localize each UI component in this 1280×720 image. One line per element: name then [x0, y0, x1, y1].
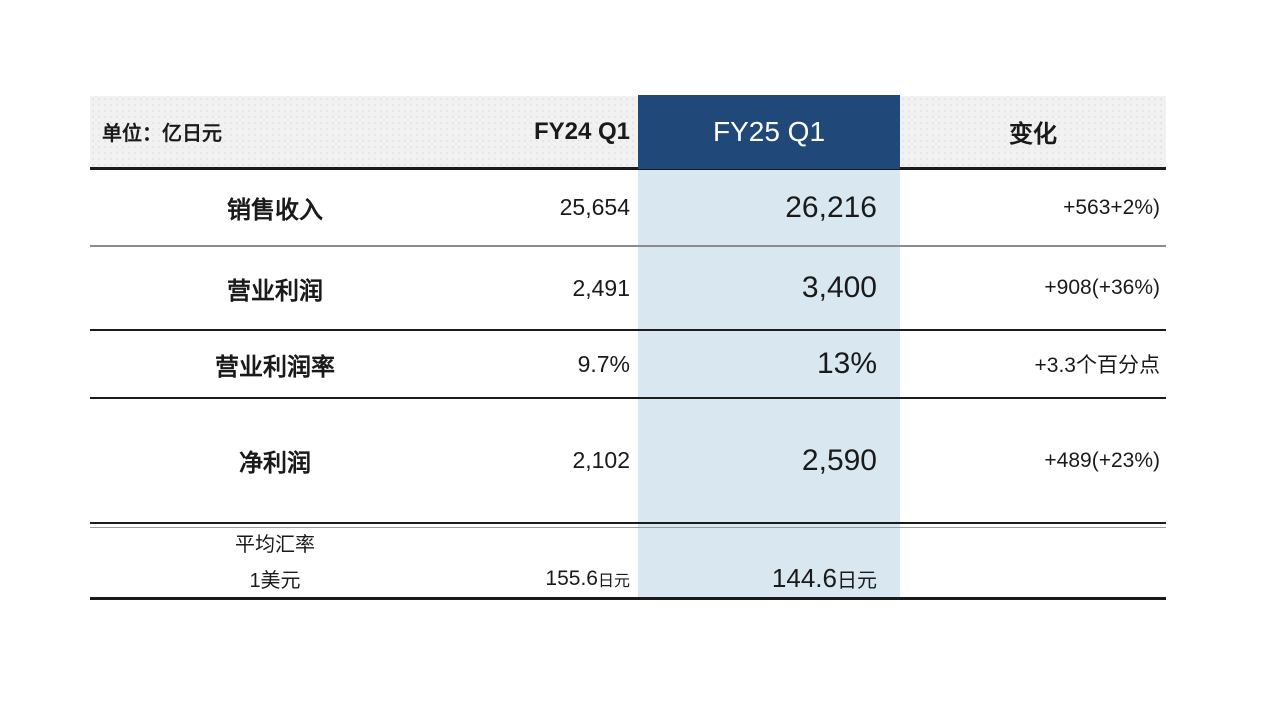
exchange-rate-fy24: 155.6 日元 [460, 561, 638, 598]
change-value: +563+2%) [1063, 195, 1160, 219]
fy25-highlight-column [638, 170, 900, 600]
row-label: 营业利润率 [215, 353, 335, 381]
column-header-fy24: FY24 Q1 [533, 117, 630, 145]
financial-results-table: 单位：亿日元 FY24 Q1 FY25 Q1 变化 销售收入 25,654 26… [90, 94, 1166, 600]
exchange-rate-fy25-value: 144.6 [771, 563, 837, 594]
table-header-row: 单位：亿日元 FY24 Q1 FY25 Q1 变化 [90, 94, 1166, 170]
exchange-rate-title-line: 平均汇率 [90, 524, 1166, 561]
exchange-rate-title: 平均汇率 [235, 533, 315, 556]
exchange-rate-fy25: 144.6 日元 [638, 561, 900, 598]
change-value: +3.3个百分点 [1034, 354, 1160, 377]
exchange-rate-section: 平均汇率 1美元 155.6 日元 144.6 日元 [90, 524, 1166, 600]
column-header-fy25: FY25 Q1 [638, 94, 900, 169]
row-label: 营业利润 [227, 277, 323, 305]
column-header-change: 变化 [1009, 121, 1057, 148]
fy24-value: 9.7% [577, 350, 630, 377]
table-row-operating-margin: 营业利润率 9.7% 13% +3.3个百分点 [90, 331, 1166, 399]
fy24-value: 2,491 [572, 274, 630, 301]
row-label: 净利润 [239, 450, 311, 477]
fy24-value: 2,102 [572, 447, 630, 473]
fy25-value: 13% [816, 347, 877, 380]
fy24-value: 25,654 [559, 194, 630, 220]
table-row-operating-profit: 营业利润 2,491 3,400 +908(+36%) [90, 247, 1166, 331]
fy25-value: 3,400 [801, 271, 877, 304]
exchange-rate-fy25-unit: 日元 [837, 570, 877, 593]
table-row-net-profit: 净利润 2,102 2,590 +489(+23%) [90, 399, 1166, 524]
fy25-value: 2,590 [801, 443, 877, 477]
unit-label: 单位：亿日元 [102, 123, 222, 145]
change-value: +489(+23%) [1044, 448, 1160, 472]
exchange-rate-fy24-value: 155.6 [545, 566, 598, 590]
exchange-rate-value-line: 1美元 155.6 日元 144.6 日元 [90, 561, 1166, 598]
row-label: 销售收入 [227, 197, 323, 224]
change-value: +908(+36%) [1044, 276, 1160, 299]
exchange-rate-fy24-unit: 日元 [597, 572, 630, 590]
table-row-sales-revenue: 销售收入 25,654 26,216 +563+2%) [90, 170, 1166, 247]
fy25-value: 26,216 [785, 190, 877, 224]
exchange-rate-base: 1美元 [249, 570, 301, 593]
